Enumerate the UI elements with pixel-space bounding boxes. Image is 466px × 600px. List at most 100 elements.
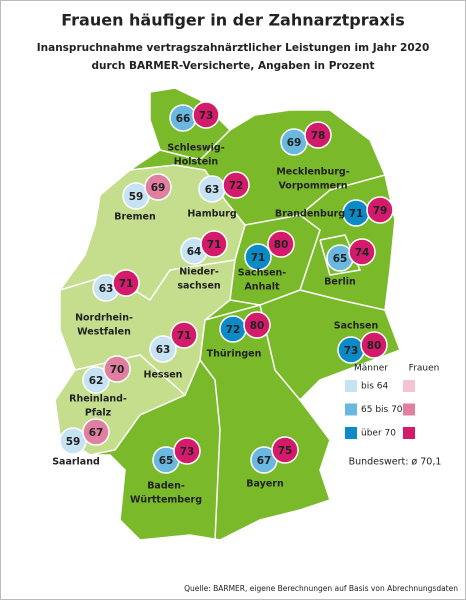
state-label: Nieder- bbox=[179, 267, 219, 278]
women-circle bbox=[103, 355, 131, 383]
legend-swatch-men bbox=[345, 380, 357, 392]
state-border bbox=[74, 354, 186, 396]
legend-label: über 70 bbox=[361, 429, 396, 439]
women-value: 71 bbox=[119, 278, 134, 290]
men-value: 66 bbox=[176, 113, 191, 125]
men-value: 71 bbox=[251, 252, 266, 264]
women-value: 69 bbox=[151, 182, 166, 194]
legend-swatch-men bbox=[345, 403, 357, 416]
state-label: Sachsen bbox=[334, 321, 379, 332]
state-label: Holstein bbox=[174, 157, 219, 168]
state-label: Berlin bbox=[324, 277, 356, 288]
women-value: 80 bbox=[367, 340, 382, 352]
state-label: Hessen bbox=[144, 370, 183, 381]
men-value: 63 bbox=[205, 184, 220, 196]
state-label: Vorpommern bbox=[278, 181, 347, 192]
women-value: 80 bbox=[250, 320, 265, 332]
title: Frauen häufiger in der Zahnarztpraxis bbox=[61, 11, 405, 30]
state-border bbox=[229, 214, 321, 306]
women-circle bbox=[173, 437, 201, 465]
women-circle bbox=[243, 311, 271, 339]
subtitle: durch BARMER-Versicherte, Angaben in Pro… bbox=[91, 60, 374, 72]
women-value: 78 bbox=[311, 130, 326, 142]
state-label: Mecklenburg- bbox=[276, 167, 349, 178]
women-circle bbox=[170, 321, 198, 349]
men-value: 69 bbox=[287, 137, 302, 149]
state-label: Württemberg bbox=[130, 495, 202, 506]
legend-swatch-women bbox=[403, 380, 415, 392]
women-value: 72 bbox=[229, 180, 244, 192]
men-value: 59 bbox=[66, 436, 81, 448]
men-value: 59 bbox=[129, 191, 144, 203]
state-border bbox=[299, 174, 386, 216]
men-value: 65 bbox=[159, 455, 174, 467]
women-value: 67 bbox=[89, 427, 104, 439]
state-label: Hamburg bbox=[187, 209, 236, 220]
state-label: Brandenburg bbox=[275, 209, 345, 220]
state-label: Anhalt bbox=[244, 282, 280, 293]
women-value: 71 bbox=[207, 239, 222, 251]
men-value: 73 bbox=[344, 345, 359, 357]
women-circle bbox=[360, 331, 388, 359]
women-value: 73 bbox=[199, 110, 214, 122]
women-circle bbox=[348, 238, 376, 266]
women-circle bbox=[112, 269, 140, 297]
men-value: 63 bbox=[99, 283, 114, 295]
women-circle bbox=[366, 196, 394, 224]
women-value: 70 bbox=[110, 364, 125, 376]
men-value: 71 bbox=[349, 208, 364, 220]
women-circle bbox=[304, 121, 332, 149]
men-circle bbox=[149, 335, 177, 363]
state-border bbox=[319, 234, 362, 276]
men-value: 65 bbox=[333, 253, 348, 265]
legend-swatch-women bbox=[403, 427, 415, 439]
legend-swatch-women bbox=[403, 403, 415, 416]
states: 66 73 Schleswig- Holstein 69 78 Mecklenburg- Vo… bbox=[52, 101, 394, 506]
state-label: Bremen bbox=[114, 212, 156, 223]
women-circle bbox=[222, 171, 250, 199]
legend: Männer Frauen bis 64 65 bis 70 über 70 Bun… bbox=[345, 364, 441, 468]
state-label: Pfalz bbox=[85, 408, 112, 419]
legend-swatch-men bbox=[345, 427, 357, 439]
men-value: 62 bbox=[89, 375, 104, 387]
state-label: Westfalen bbox=[77, 327, 131, 338]
state-border bbox=[159, 129, 231, 161]
women-circle bbox=[200, 230, 228, 258]
women-value: 80 bbox=[274, 239, 289, 251]
women-value: 73 bbox=[180, 446, 195, 458]
state-border bbox=[199, 359, 221, 541]
state-label: Saarland bbox=[52, 457, 100, 468]
women-circle bbox=[82, 418, 110, 446]
state-label: Baden- bbox=[147, 481, 185, 492]
national-value: Bundeswert: ø 70,1 bbox=[349, 457, 442, 468]
state-label: sachsen bbox=[177, 281, 221, 292]
state-label: Schleswig- bbox=[167, 143, 224, 154]
state-label: Thüringen bbox=[207, 349, 262, 360]
state-border bbox=[204, 304, 301, 401]
women-circle bbox=[267, 230, 295, 258]
subtitle: Inanspruchnahme vertragszahnärztlicher L… bbox=[37, 42, 430, 54]
women-value: 74 bbox=[355, 247, 370, 259]
legend-header: Frauen bbox=[409, 364, 440, 374]
women-value: 71 bbox=[177, 330, 192, 342]
men-value: 64 bbox=[187, 246, 202, 258]
legend-label: bis 64 bbox=[361, 382, 388, 392]
state-border bbox=[299, 289, 386, 311]
women-value: 75 bbox=[278, 445, 293, 457]
legend-header: Männer bbox=[354, 364, 388, 374]
source: Quelle: BARMER, eigene Berechnungen auf … bbox=[184, 584, 458, 593]
women-circle bbox=[271, 436, 299, 464]
women-circle bbox=[192, 101, 220, 129]
men-circle bbox=[244, 243, 272, 271]
state-label: Sachsen- bbox=[238, 268, 287, 279]
women-value: 79 bbox=[373, 205, 388, 217]
state-label: Nordrhein- bbox=[75, 313, 133, 324]
women-circle bbox=[144, 173, 172, 201]
state-label: Rheinland- bbox=[69, 394, 127, 405]
legend-label: 65 bis 70 bbox=[361, 405, 403, 415]
state-label: Bayern bbox=[246, 479, 284, 490]
legend-items: bis 64 65 bis 70 über 70 bbox=[345, 380, 415, 439]
state-border bbox=[59, 259, 236, 302]
men-value: 67 bbox=[257, 455, 272, 467]
